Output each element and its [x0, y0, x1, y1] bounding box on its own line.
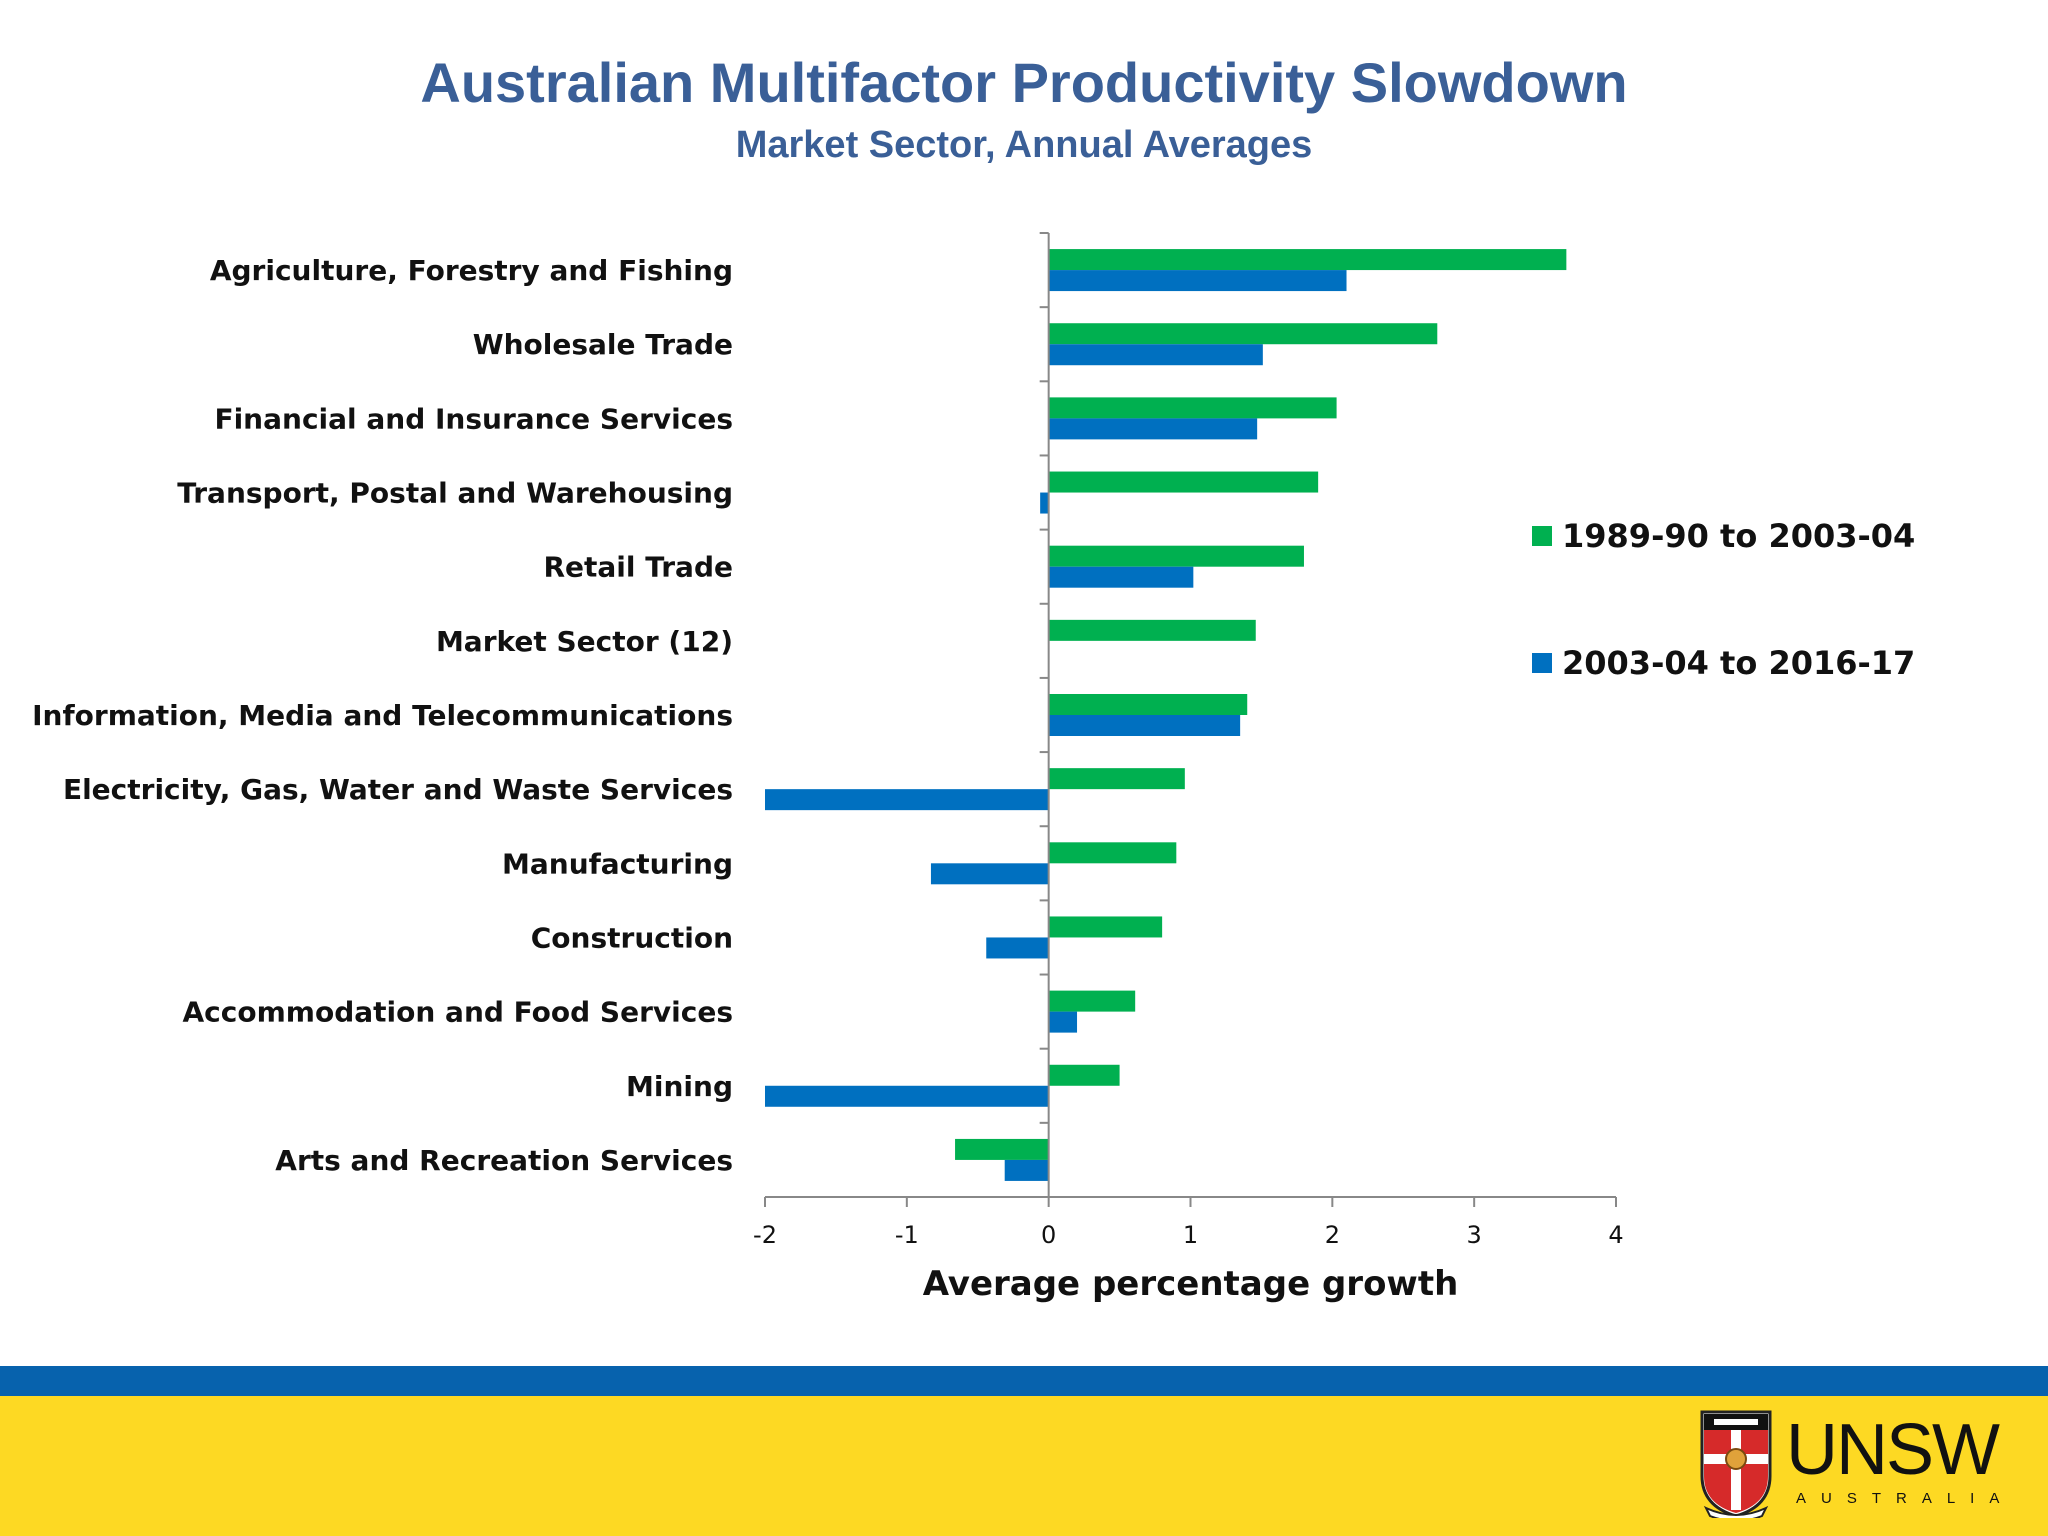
- category-label: Retail Trade: [543, 551, 733, 584]
- slide-title: Australian Multifactor Productivity Slow…: [420, 51, 1628, 114]
- bars-layer: [765, 249, 1567, 1181]
- x-tick-label: -2: [753, 1221, 777, 1249]
- category-label: Financial and Insurance Services: [214, 402, 733, 435]
- bar-series-2-13: [1004, 1159, 1049, 1181]
- category-label: Construction: [531, 921, 733, 954]
- bar-chart: -2 -1 0 1 2 3 4 Average percentage growth Agric…: [32, 232, 1915, 1304]
- labels-layer: Agriculture, Forestry and Fishing Wholesa…: [32, 254, 733, 1177]
- category-label: Manufacturing: [502, 847, 733, 880]
- bar-series-2-3: [1048, 418, 1258, 440]
- legend: 1989-90 to 2003-04 2003-04 to 2016-17: [1532, 517, 1915, 682]
- bar-series-1-13: [955, 1138, 1049, 1160]
- bar-series-1-10: [1048, 916, 1163, 938]
- category-label: Market Sector (12): [436, 625, 733, 658]
- bar-series-1-4: [1048, 471, 1319, 493]
- bar-series-2-2: [1048, 344, 1263, 366]
- category-label: Wholesale Trade: [473, 328, 733, 361]
- bar-series-2-5: [1048, 566, 1194, 588]
- slide-subtitle: Market Sector, Annual Averages: [735, 124, 1313, 166]
- legend-swatch: [1532, 653, 1552, 673]
- bar-series-2-12: [765, 1085, 1049, 1107]
- bar-series-1-9: [1048, 842, 1177, 864]
- bar-series-2-1: [1048, 270, 1347, 292]
- bar-series-1-11: [1048, 990, 1136, 1012]
- category-label: Electricity, Gas, Water and Waste Servic…: [63, 773, 733, 806]
- bar-series-1-2: [1048, 323, 1438, 345]
- category-label: Agriculture, Forestry and Fishing: [210, 254, 733, 287]
- x-axis-title: Average percentage growth: [923, 1264, 1459, 1304]
- x-tick-label: 4: [1608, 1221, 1623, 1249]
- category-label: Transport, Postal and Warehousing: [177, 477, 733, 510]
- category-label: Mining: [626, 1070, 733, 1103]
- bar-series-1-7: [1048, 694, 1248, 715]
- bar-series-1-3: [1048, 397, 1337, 419]
- bar-series-1-8: [1048, 768, 1185, 790]
- x-tick-label: 2: [1325, 1221, 1340, 1249]
- logo-wordmark: UNSW: [1786, 1410, 2000, 1490]
- crest-icon: [1700, 1410, 1772, 1518]
- axes-layer: -2 -1 0 1 2 3 4 Average percentage growth: [753, 232, 1624, 1304]
- bar-series-2-7: [1048, 715, 1241, 736]
- legend-swatch: [1532, 526, 1552, 546]
- bar-series-2-9: [930, 863, 1049, 885]
- category-label: Information, Media and Telecommunication…: [32, 699, 733, 732]
- bar-series-2-11: [1048, 1011, 1078, 1033]
- x-tick-label: 1: [1183, 1221, 1198, 1249]
- logo-submark: AUSTRALIA: [1796, 1490, 2015, 1507]
- bar-series-1-6: [1048, 619, 1256, 641]
- category-label: Accommodation and Food Services: [183, 996, 733, 1029]
- legend-entry: 1989-90 to 2003-04: [1562, 517, 1915, 555]
- footer-blue-band: [0, 1366, 2048, 1396]
- x-tick-label: -1: [895, 1221, 919, 1249]
- bar-series-1-12: [1048, 1064, 1120, 1086]
- bar-series-2-10: [986, 937, 1049, 959]
- x-tick-label: 3: [1467, 1221, 1482, 1249]
- x-tick-label: 0: [1041, 1221, 1056, 1249]
- legend-entry: 2003-04 to 2016-17: [1562, 644, 1915, 682]
- category-label: Arts and Recreation Services: [275, 1144, 733, 1177]
- bar-series-2-8: [765, 789, 1049, 811]
- bar-series-2-4: [1040, 492, 1049, 514]
- bar-series-1-1: [1048, 249, 1567, 271]
- unsw-logo: UNSW AUSTRALIA: [1700, 1410, 2000, 1528]
- bar-series-1-5: [1048, 545, 1304, 567]
